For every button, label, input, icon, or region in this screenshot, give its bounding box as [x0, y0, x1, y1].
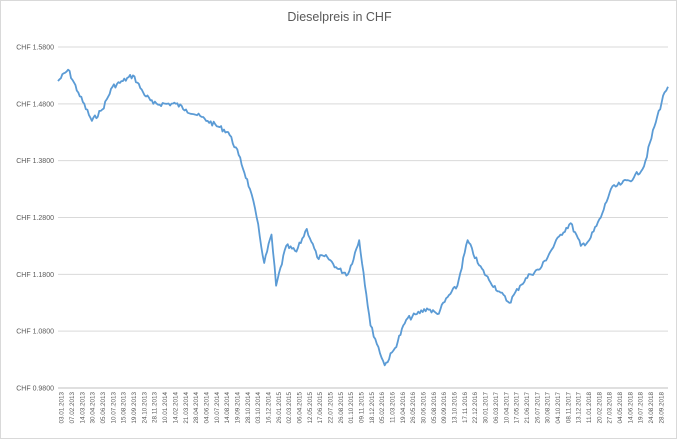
x-tick-label: 15.08.2013	[121, 391, 128, 423]
x-tick-label: 06.04.2015	[297, 392, 304, 424]
x-tick-label: 10.04.2017	[503, 392, 510, 424]
series-line	[57, 68, 669, 367]
x-tick-label: 05.08.2016	[431, 392, 438, 424]
x-tick-label: 05.06.2013	[100, 391, 107, 423]
x-tick-label: 19.07.2018	[638, 392, 645, 424]
x-tick-label: 10.07.2014	[214, 392, 221, 424]
x-tick-label: 14.02.2014	[172, 391, 179, 423]
x-tick-label: 09.09.2016	[441, 391, 448, 423]
x-tick-label: 22.07.2015	[328, 392, 335, 424]
x-tick-label: 24.08.2018	[648, 391, 655, 423]
y-tick-label: CHF 1.0800	[16, 329, 54, 336]
x-tick-label: 06.03.2017	[493, 391, 500, 423]
x-tick-label: 13.12.2017	[576, 391, 583, 423]
x-tick-label: 11.01.2018	[586, 392, 593, 424]
y-tick-label: CHF 1.2800	[16, 215, 54, 222]
x-tick-label: 03.10.2014	[255, 391, 262, 423]
x-tick-label: 17.05.2017	[514, 392, 521, 424]
x-tick-label: 28.04.2014	[193, 392, 200, 424]
x-tick-label: 02.03.2015	[286, 391, 293, 423]
x-tick-label: 14.08.2014	[224, 391, 231, 423]
x-tick-label: 20.02.2018	[596, 391, 603, 423]
y-tick-label: CHF 1.3800	[16, 158, 54, 165]
chart-title: Dieselpreis in CHF	[287, 10, 392, 24]
x-tick-label: 10.01.2014	[162, 392, 169, 424]
y-tick-label: CHF 1.5800	[16, 45, 54, 52]
x-tick-label: 14.06.2018	[627, 391, 634, 423]
x-tick-label: 18.12.2015	[369, 392, 376, 424]
x-tick-label: 01.10.2015	[348, 392, 355, 424]
x-tick-label: 21.03.2014	[183, 392, 190, 424]
x-tick-label: 04.10.2017	[555, 392, 562, 424]
x-tick-label: 26.07.2017	[534, 392, 541, 424]
x-tick-label: 30.06.2016	[421, 392, 428, 424]
x-tick-label: 21.06.2017	[524, 391, 531, 423]
x-tick-label: 26.08.2015	[338, 391, 345, 423]
y-tick-label: CHF 1.4800	[16, 101, 54, 108]
x-tick-label: 19.09.2014	[234, 391, 241, 423]
x-tick-label: 30.04.2013	[90, 391, 97, 423]
x-tick-label: 30.08.2017	[545, 391, 552, 423]
x-tick-label: 28.10.2014	[245, 392, 252, 424]
x-tick-label: 16.12.2014	[266, 392, 273, 424]
x-tick-label: 19.04.2016	[400, 392, 407, 424]
x-tick-label: 14.03.2013	[79, 392, 86, 424]
x-tick-label: 13.10.2016	[452, 392, 459, 424]
x-tick-label: 19.09.2013	[131, 392, 138, 424]
x-tick-label: 24.10.2013	[141, 392, 148, 424]
x-tick-label: 12.05.2015	[307, 391, 314, 423]
x-tick-label: 08.11.2017	[565, 392, 572, 424]
x-tick-label: 26.05.2016	[410, 391, 417, 423]
x-tick-label: 03.01.2013	[59, 392, 66, 424]
x-tick-label: 30.01.2017	[483, 392, 490, 424]
x-tick-label: 28.11.2013	[152, 391, 159, 423]
x-tick-label: 22.12.2016	[472, 391, 479, 423]
x-tick-label: 04.06.2014	[203, 391, 210, 423]
x-tick-label: 04.05.2018	[617, 392, 624, 424]
x-tick-label: 11.03.2016	[390, 391, 397, 423]
x-tick-label: 09.11.2015	[359, 391, 366, 423]
x-tick-label: 10.07.2013	[110, 392, 117, 424]
x-tick-label: 27.03.2018	[607, 392, 614, 424]
y-tick-label: CHF 0.9800	[16, 386, 54, 393]
x-tick-label: 05.02.2016	[379, 392, 386, 424]
x-tick-label: 17.11.2016	[462, 392, 469, 424]
y-tick-label: CHF 1.1800	[16, 272, 54, 279]
x-tick-label: 17.06.2015	[317, 392, 324, 424]
x-tick-label: 26.01.2015	[276, 391, 283, 423]
x-tick-label: 28.09.2018	[658, 391, 665, 423]
x-tick-label: 07.02.2013	[69, 391, 76, 423]
